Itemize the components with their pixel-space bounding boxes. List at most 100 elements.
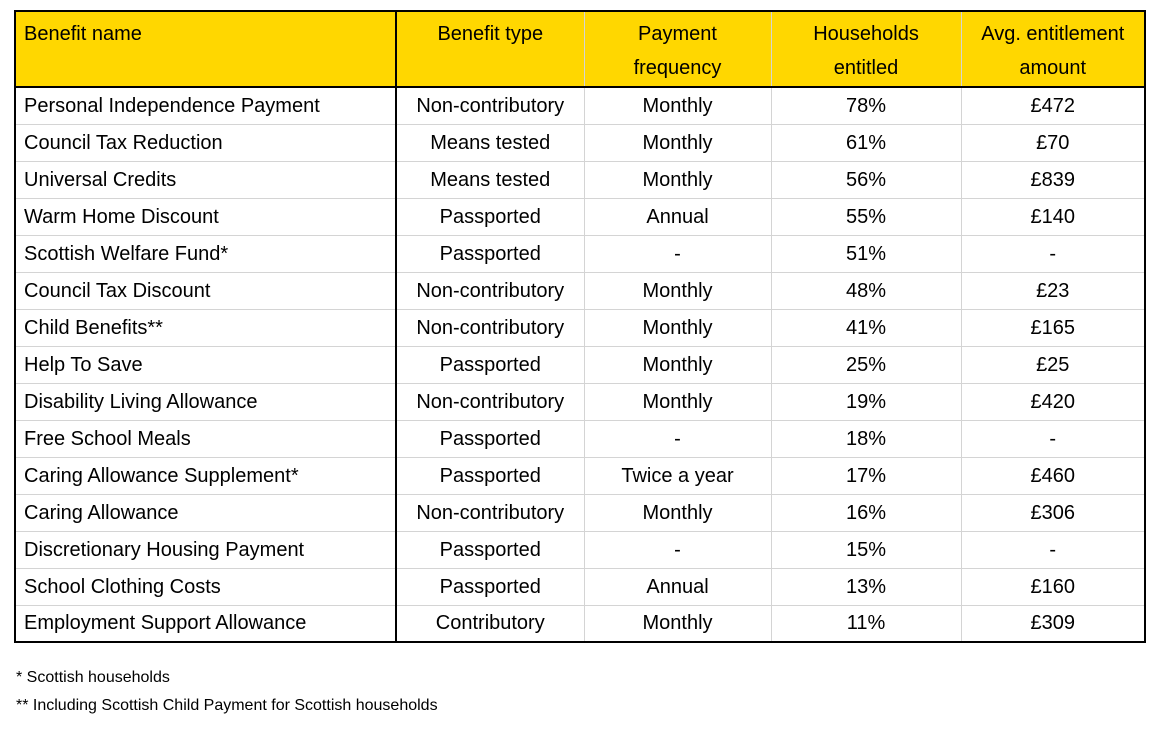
table-row: School Clothing Costs Passported Annual 13%… (14, 567, 1146, 606)
table-cell-benefit-name: Child Benefits** (14, 308, 397, 347)
table-cell-benefit-name: Disability Living Allowance (14, 382, 397, 421)
column-header-line: frequency (633, 57, 722, 79)
table-cell-payment-frequency: - (583, 419, 772, 458)
table-cell-benefit-type: Means tested (395, 123, 585, 162)
table-cell-avg-entitlement-amount: - (960, 419, 1146, 458)
table-cell-payment-frequency: Monthly (583, 604, 772, 643)
table-row: Disability Living Allowance Non-contribut… (14, 382, 1146, 421)
table-cell-benefit-name: Caring Allowance Supplement* (14, 456, 397, 495)
table-cell-avg-entitlement-amount: £460 (960, 456, 1146, 495)
table-cell-households-entitled: 56% (770, 160, 962, 199)
table-cell-households-entitled: 51% (770, 234, 962, 273)
table-cell-avg-entitlement-amount: £160 (960, 567, 1146, 606)
table-cell-households-entitled: 48% (770, 271, 962, 310)
table-cell-payment-frequency: Monthly (583, 382, 772, 421)
table-cell-households-entitled: 61% (770, 123, 962, 162)
table-cell-households-entitled: 13% (770, 567, 962, 606)
table-cell-benefit-type: Non-contributory (395, 382, 585, 421)
table-cell-payment-frequency: Monthly (583, 493, 772, 532)
table-row: Scottish Welfare Fund* Passported -51% - (14, 234, 1146, 273)
column-header-line: Avg. entitlement (981, 23, 1125, 45)
table-cell-payment-frequency: Annual (583, 567, 772, 606)
table-cell-benefit-name: Free School Meals (14, 419, 397, 458)
table-cell-benefit-type: Passported (395, 197, 585, 236)
table-row: Caring Allowance Supplement* Passported Tw… (14, 456, 1146, 495)
table-cell-benefit-type: Means tested (395, 160, 585, 199)
table-row: Child Benefits** Non-contributory Monthly 4… (14, 308, 1146, 347)
benefits-table-container: Benefit name Benefit type Payment frequency… (14, 10, 1146, 643)
table-cell-benefit-type: Passported (395, 419, 585, 458)
table-cell-benefit-name: Council Tax Discount (14, 271, 397, 310)
table-cell-benefit-name: Caring Allowance (14, 493, 397, 532)
table-cell-payment-frequency: Monthly (583, 160, 772, 199)
table-cell-avg-entitlement-amount: £309 (960, 604, 1146, 643)
footnote-scottish-households: * Scottish households (16, 669, 170, 686)
table-row: Discretionary Housing Payment Passported -… (14, 530, 1146, 569)
table-cell-avg-entitlement-amount: £140 (960, 197, 1146, 236)
table-cell-benefit-type: Non-contributory (395, 86, 585, 125)
table-cell-payment-frequency: Monthly (583, 123, 772, 162)
table-cell-households-entitled: 41% (770, 308, 962, 347)
table-cell-benefit-type: Passported (395, 567, 585, 606)
table-row: Caring Allowance Non-contributory Monthly 1… (14, 493, 1146, 532)
table-cell-avg-entitlement-amount: £420 (960, 382, 1146, 421)
table-row: Help To Save Passported Monthly 25% £25 (14, 345, 1146, 384)
table-cell-benefit-type: Non-contributory (395, 493, 585, 532)
table-row: Universal Credits Means tested Monthly 56% £… (14, 160, 1146, 199)
table-cell-avg-entitlement-amount: - (960, 530, 1146, 569)
footnote-scottish-child-payment: ** Including Scottish Child Payment for … (16, 697, 438, 714)
table-row: Council Tax Reduction Means tested Monthly… (14, 123, 1146, 162)
table-cell-benefit-name: Discretionary Housing Payment (14, 530, 397, 569)
column-header-line: entitled (833, 57, 899, 79)
column-header-benefit-name: Benefit name (14, 10, 397, 88)
table-cell-payment-frequency: Twice a year (583, 456, 772, 495)
table-cell-households-entitled: 55% (770, 197, 962, 236)
table-row: Employment Support Allowance Contributory… (14, 604, 1146, 643)
table-cell-households-entitled: 16% (770, 493, 962, 532)
column-header-households-entitled: Households entitled (770, 10, 962, 88)
table-row: Council Tax Discount Non-contributory Mont… (14, 271, 1146, 310)
table-cell-households-entitled: 78% (770, 86, 962, 125)
table-cell-avg-entitlement-amount: £70 (960, 123, 1146, 162)
table-cell-payment-frequency: Monthly (583, 86, 772, 125)
column-header-benefit-type: Benefit type (395, 10, 585, 88)
table-cell-avg-entitlement-amount: £25 (960, 345, 1146, 384)
table-row: Warm Home Discount Passported Annual 55% £14… (14, 197, 1146, 236)
table-header-row: Benefit name Benefit type Payment frequency… (14, 10, 1146, 88)
column-header-line: Benefit name (24, 23, 142, 45)
table-cell-payment-frequency: Monthly (583, 271, 772, 310)
table-cell-avg-entitlement-amount: £306 (960, 493, 1146, 532)
table-cell-benefit-name: Universal Credits (14, 160, 397, 199)
table-cell-households-entitled: 15% (770, 530, 962, 569)
table-cell-avg-entitlement-amount: £23 (960, 271, 1146, 310)
column-header-payment-frequency: Payment frequency (583, 10, 772, 88)
table-cell-avg-entitlement-amount: £839 (960, 160, 1146, 199)
footnotes: * Scottish households ** Including Scott… (16, 664, 438, 720)
table-cell-households-entitled: 11% (770, 604, 962, 643)
table-cell-households-entitled: 25% (770, 345, 962, 384)
benefits-table: Benefit name Benefit type Payment frequency… (14, 10, 1146, 643)
table-cell-benefit-type: Non-contributory (395, 308, 585, 347)
table-cell-benefit-name: Scottish Welfare Fund* (14, 234, 397, 273)
table-cell-benefit-type: Contributory (395, 604, 585, 643)
table-cell-benefit-type: Non-contributory (395, 271, 585, 310)
table-cell-benefit-name: Personal Independence Payment (14, 86, 397, 125)
column-header-line: Benefit type (437, 23, 544, 45)
table-cell-benefit-name: Warm Home Discount (14, 197, 397, 236)
table-cell-households-entitled: 19% (770, 382, 962, 421)
table-cell-avg-entitlement-amount: £165 (960, 308, 1146, 347)
table-cell-households-entitled: 17% (770, 456, 962, 495)
table-cell-payment-frequency: Annual (583, 197, 772, 236)
table-cell-benefit-name: Council Tax Reduction (14, 123, 397, 162)
table-cell-avg-entitlement-amount: £472 (960, 86, 1146, 125)
table-cell-benefit-type: Passported (395, 345, 585, 384)
column-header-avg-entitlement-amount: Avg. entitlement amount (960, 10, 1146, 88)
column-header-line: Households (813, 23, 919, 45)
table-row: Personal Independence Payment Non-contrib… (14, 86, 1146, 125)
table-cell-benefit-name: School Clothing Costs (14, 567, 397, 606)
table-cell-payment-frequency: Monthly (583, 345, 772, 384)
table-cell-payment-frequency: Monthly (583, 308, 772, 347)
table-cell-benefit-type: Passported (395, 530, 585, 569)
table-cell-benefit-type: Passported (395, 456, 585, 495)
table-cell-benefit-name: Employment Support Allowance (14, 604, 397, 643)
